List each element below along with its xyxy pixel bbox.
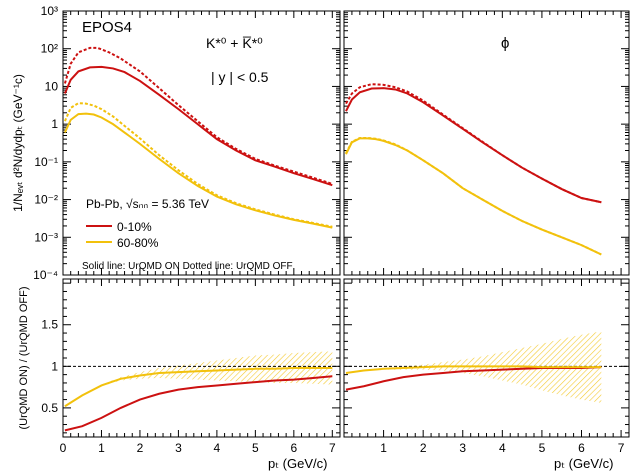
series-0-10-dashed-line	[345, 83, 602, 204]
series-60-80-dashed-line	[64, 102, 333, 228]
y-tick-label: 0.5	[41, 401, 58, 415]
series-60-80-solid-line	[64, 112, 333, 229]
particle-label-kstar: K*⁰ + K̅*⁰	[206, 35, 263, 51]
axis-ticks	[62, 11, 630, 437]
legend-label-peripheral: 60-80%	[117, 236, 159, 250]
tick-labels: 10⁻⁴ 10⁻³ 10⁻² 10⁻¹ 1 10 10² 10³ 0 1 2 3 4 5 6 7 0.5 1 1.5…	[33, 4, 625, 455]
x-tick-label: 6	[578, 441, 585, 455]
x-tick-label: 2	[137, 441, 144, 455]
y-tick-label: 10³	[41, 4, 58, 18]
rapidity-label: | y | < 0.5	[211, 69, 269, 85]
y-tick-label: 10²	[41, 42, 58, 56]
data-series	[63, 46, 602, 432]
x-tick-label: 1	[380, 441, 387, 455]
x-axis-title-right: pₜ (GeV/c)	[554, 456, 613, 471]
x-axis-title-left: pₜ (GeV/c)	[268, 456, 327, 471]
series-0-10-solid-line	[345, 87, 602, 204]
x-tick-label: 7	[618, 441, 625, 455]
series-60-80-dashed-line	[345, 136, 602, 256]
x-tick-label: 5	[252, 441, 259, 455]
y-tick-label: 10⁻²	[34, 193, 58, 207]
y-tick-label: 1	[51, 359, 58, 373]
legend: 0-10% 60-80%	[86, 220, 159, 250]
legend-label-central: 0-10%	[117, 220, 152, 234]
x-tick-label: 3	[175, 441, 182, 455]
x-tick-label: 5	[539, 441, 546, 455]
particle-label-phi: ϕ	[501, 35, 509, 52]
y-axis-title-spectra: 1/Nₑᵥₜ d²N/dydpₜ (GeV⁻¹c)	[11, 74, 25, 212]
x-tick-label: 1	[98, 441, 105, 455]
y-tick-label: 1	[51, 117, 58, 131]
y-tick-label: 1.5	[41, 318, 58, 332]
y-tick-label: 10⁻¹	[34, 155, 58, 169]
x-tick-label: 0	[60, 441, 67, 455]
y-tick-label: 10⁻⁴	[33, 268, 58, 282]
series-0-10-solid-line	[64, 65, 333, 187]
series-60-80-solid-line	[64, 366, 333, 408]
series-60-80-solid-line	[345, 365, 602, 374]
ufmd-note: Solid line: UrQMD ON Dotted line: UrQMD …	[82, 261, 293, 272]
x-tick-label: 2	[420, 441, 427, 455]
model-label: EPOS4	[82, 19, 132, 36]
x-tick-label: 4	[214, 441, 221, 455]
x-tick-label: 4	[499, 441, 506, 455]
x-tick-label: 3	[459, 441, 466, 455]
x-tick-label: 7	[329, 441, 336, 455]
series-60-80-uncertainty-band	[64, 351, 333, 408]
system-label: Pb-Pb, √sₙₙ = 5.36 TeV	[86, 197, 209, 211]
series-0-10-dashed-line	[63, 46, 333, 185]
series-0-10-solid-line	[64, 375, 333, 432]
y-tick-label: 10⁻³	[34, 230, 58, 244]
y-tick-label: 10	[45, 79, 59, 93]
y-axis-title-ratio: (UrQMD ON) / (UrQMD OFF)	[18, 287, 30, 430]
x-tick-label: 6	[290, 441, 297, 455]
